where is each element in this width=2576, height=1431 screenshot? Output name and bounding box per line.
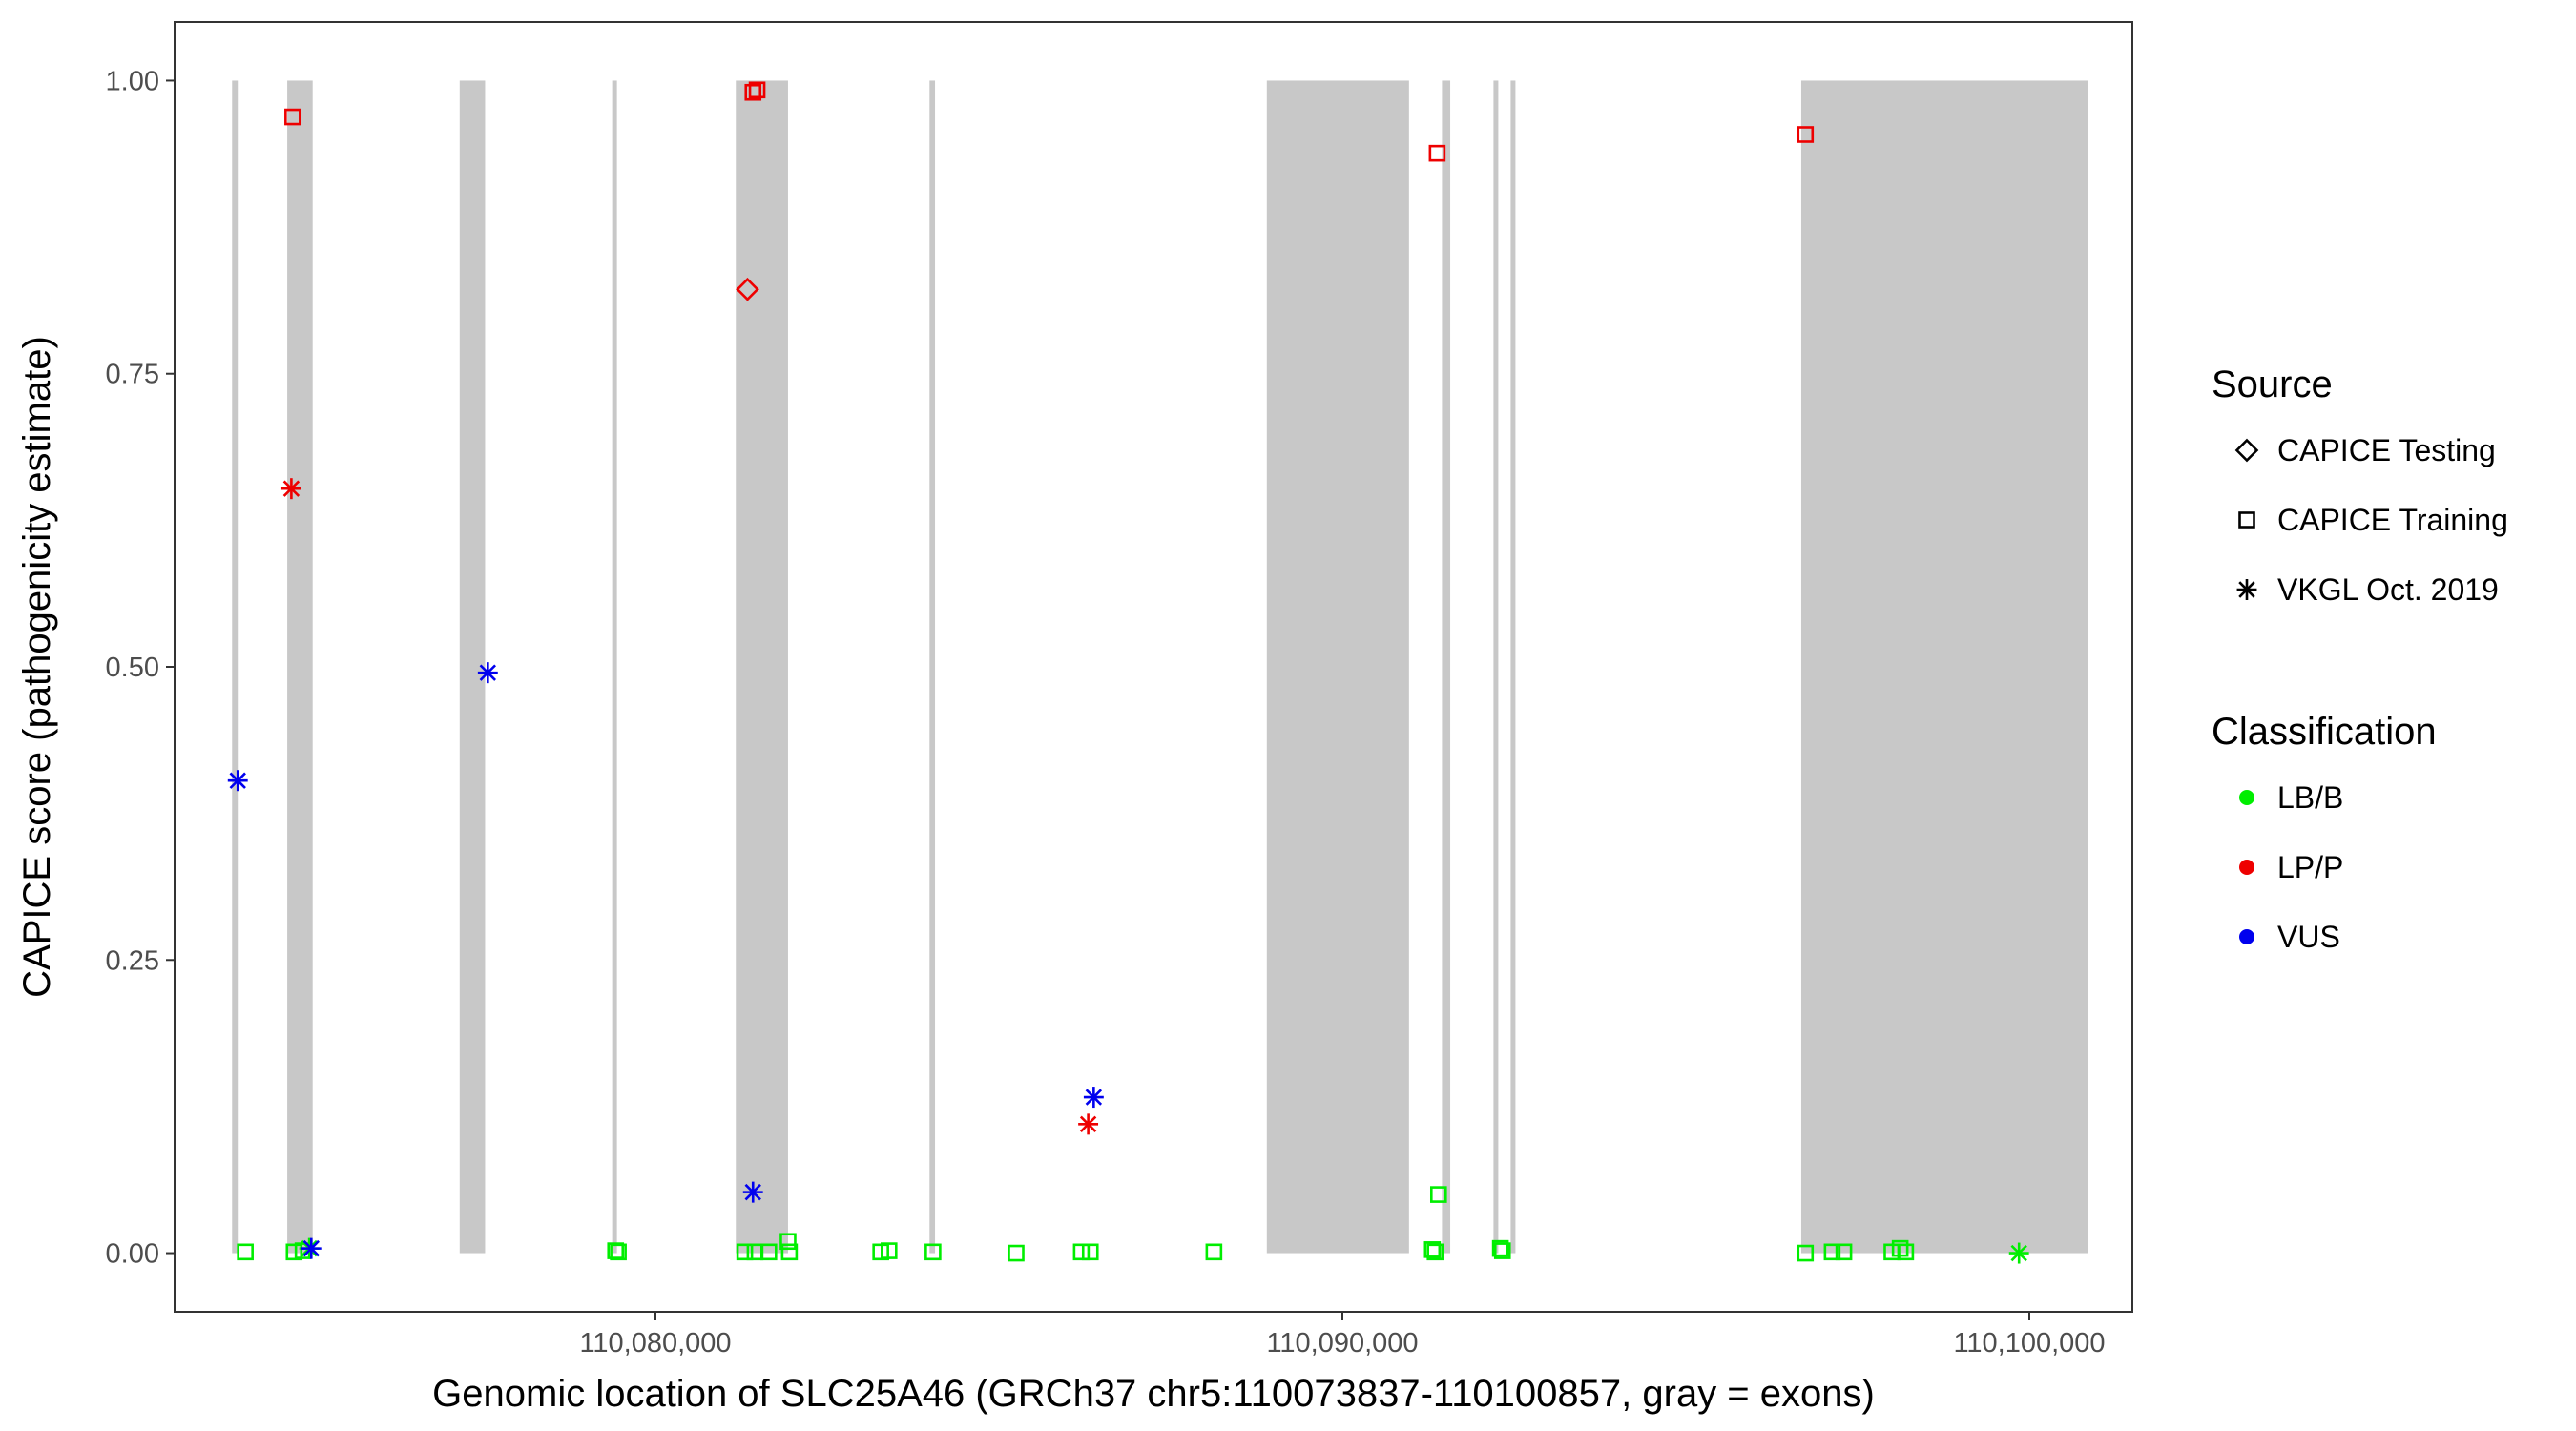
data-point	[285, 1243, 303, 1261]
data-point	[1891, 1239, 1909, 1257]
data-point	[780, 1243, 799, 1261]
data-points	[227, 81, 2029, 1264]
x-tick-label: 110,080,000	[579, 1328, 731, 1358]
x-axis-title: Genomic location of SLC25A46 (GRCh37 chr…	[432, 1373, 1875, 1415]
exon-band	[612, 80, 617, 1254]
legend-class-label: VUS	[2277, 920, 2340, 954]
data-point	[1423, 1241, 1442, 1258]
data-point	[477, 662, 498, 684]
data-point	[237, 1243, 254, 1261]
data-point	[1835, 1243, 1853, 1261]
data-point	[924, 1243, 942, 1261]
y-tick-label: 0.50	[106, 653, 159, 683]
data-point	[1797, 126, 1815, 143]
y-tick-label: 0.75	[106, 360, 159, 390]
data-point	[736, 1243, 754, 1261]
exon-band	[1266, 80, 1409, 1254]
data-point	[284, 108, 301, 126]
data-point	[1823, 1243, 1841, 1261]
data-point	[779, 1233, 797, 1251]
data-point	[1205, 1243, 1223, 1261]
exon-band	[1493, 80, 1499, 1254]
data-point	[1083, 1087, 1104, 1109]
legend-source-symbol	[2238, 511, 2255, 529]
legend-source-label: CAPICE Testing	[2277, 433, 2496, 467]
data-point	[2008, 1242, 2029, 1264]
legend-source-symbol	[2236, 579, 2257, 600]
legend-classification-title: Classification	[2212, 711, 2437, 753]
exon-band	[1442, 80, 1451, 1254]
exon-band	[736, 80, 788, 1254]
exon-bands	[232, 80, 2088, 1254]
legend-class-label: LP/P	[2277, 850, 2343, 884]
data-point	[1491, 1239, 1509, 1257]
data-point	[1072, 1243, 1091, 1261]
data-point	[1426, 1243, 1444, 1261]
data-point	[742, 1181, 763, 1203]
legend-source-keys: CAPICE Testing CAPICE Training VKGL Oct. 2…	[2234, 433, 2508, 607]
data-point	[227, 770, 248, 792]
legend: Source CAPICE Testing CAPICE Training VKGL…	[2212, 363, 2508, 954]
y-axis-title: CAPICE score (pathogenicity estimate)	[16, 336, 58, 998]
data-point	[759, 1243, 778, 1261]
x-tick-label: 110,090,000	[1266, 1328, 1418, 1358]
data-point	[1897, 1243, 1915, 1261]
data-point	[1081, 1243, 1099, 1261]
data-point	[280, 478, 301, 500]
data-point	[1008, 1244, 1025, 1262]
legend-source-symbol	[2234, 438, 2259, 463]
legend-class-label: LB/B	[2277, 780, 2343, 815]
data-point	[301, 1237, 322, 1259]
data-point	[736, 277, 759, 301]
data-point	[880, 1242, 898, 1259]
x-tick-label: 110,100,000	[1953, 1328, 2105, 1358]
legend-classification-keys: LB/B LP/P VUS	[2239, 780, 2343, 954]
exon-band	[929, 80, 936, 1254]
exon-band	[1800, 80, 2088, 1254]
y-tick-label: 0.00	[106, 1239, 159, 1270]
legend-source-title: Source	[2212, 363, 2333, 405]
y-tick-label: 0.25	[106, 945, 159, 976]
data-point	[610, 1243, 627, 1261]
data-point	[1428, 144, 1446, 162]
legend-source-label: VKGL Oct. 2019	[2277, 572, 2499, 607]
data-point	[1797, 1244, 1815, 1262]
data-point	[748, 81, 766, 99]
legend-source-label: CAPICE Training	[2277, 503, 2508, 537]
legend-class-symbol	[2239, 929, 2254, 944]
data-point	[1078, 1113, 1099, 1135]
legend-class-symbol	[2239, 860, 2254, 875]
exon-band	[232, 80, 239, 1254]
data-point	[1430, 1186, 1447, 1203]
x-axis: 110,080,000 110,090,000 110,100,000	[579, 1312, 2106, 1358]
y-axis: 0.00 0.25 0.50 0.75 1.00	[106, 66, 175, 1270]
exon-band	[287, 80, 313, 1254]
data-point	[1493, 1242, 1511, 1259]
data-point	[744, 83, 762, 101]
legend-class-symbol	[2239, 790, 2254, 805]
exon-band	[1510, 80, 1516, 1254]
y-tick-label: 1.00	[106, 66, 159, 96]
